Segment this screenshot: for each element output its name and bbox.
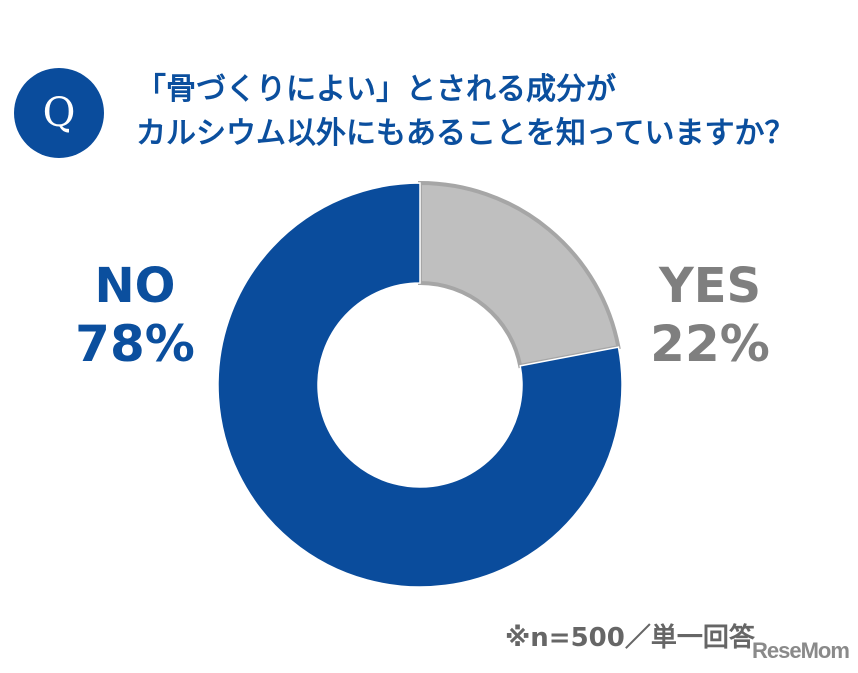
title-line-2: カルシウム以外にもあることを知っていますか？ [136, 116, 795, 151]
label-yes-name: YES [658, 258, 762, 314]
question-badge: Q [14, 68, 104, 158]
resemom-logo: ReseMom [752, 638, 850, 663]
label-yes-percent: 22% [650, 315, 770, 373]
donut-slice-no [217, 182, 623, 588]
title-line-1: 「骨づくりによい」とされる成分が [136, 72, 616, 107]
label-no-percent: 78% [75, 315, 195, 373]
label-yes: YES 22% [630, 258, 790, 374]
label-no: NO 78% [60, 258, 210, 374]
donut-slice-yes [418, 180, 621, 369]
label-no-name: NO [94, 258, 176, 314]
question-letter: Q [42, 90, 76, 136]
sample-note: ※n=500／単一回答 [505, 623, 755, 653]
chart-title: 「骨づくりによい」とされる成分が カルシウム以外にもあることを知っていますか？ [136, 68, 795, 156]
